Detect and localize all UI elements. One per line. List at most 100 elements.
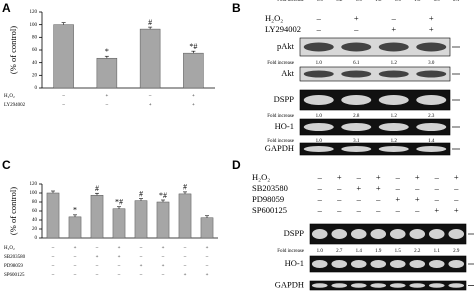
- band: [378, 95, 409, 105]
- condition-sign: –: [414, 183, 420, 193]
- band: [428, 229, 445, 239]
- condition-sign: –: [317, 172, 323, 182]
- condition-sign: +: [192, 94, 195, 99]
- y-axis-label: (% of control): [8, 187, 18, 235]
- condition-sign: –: [336, 194, 342, 204]
- band: [331, 260, 348, 268]
- annotation: *#: [159, 191, 167, 200]
- band: [341, 42, 372, 52]
- band: [389, 260, 406, 268]
- condition-sign: –: [317, 183, 323, 193]
- condition-sign: –: [336, 183, 342, 193]
- condition-label: SB203580: [4, 255, 26, 260]
- panel-label: C: [2, 158, 11, 172]
- condition-sign: +: [454, 172, 459, 182]
- fold-label: Fold increase: [267, 139, 295, 144]
- condition-sign: +: [118, 255, 121, 260]
- fold-value: 3.2: [336, 0, 343, 3]
- condition-sign: –: [139, 246, 143, 251]
- condition-sign: –: [356, 172, 362, 182]
- bar: [96, 57, 118, 89]
- blot-box: [299, 37, 451, 57]
- band: [331, 229, 348, 239]
- fold-value: 1.1: [434, 249, 441, 254]
- condition-sign: –: [395, 183, 401, 193]
- condition-sign: –: [73, 255, 77, 260]
- bar: [46, 192, 60, 239]
- condition-sign: +: [415, 194, 420, 204]
- band: [303, 70, 334, 78]
- band: [409, 260, 426, 268]
- band: [416, 146, 447, 152]
- blot-box: [309, 255, 467, 273]
- fold-value: 1.9: [375, 249, 382, 254]
- condition-sign: –: [95, 246, 99, 251]
- row-label: GAPDH: [275, 279, 304, 289]
- condition-sign: +: [140, 264, 143, 269]
- condition-sign: –: [51, 246, 55, 251]
- annotation: *: [105, 47, 109, 56]
- condition-label: SP600125: [252, 205, 287, 215]
- band: [448, 229, 465, 239]
- condition-sign: –: [73, 264, 77, 269]
- condition-sign: +: [206, 273, 209, 278]
- condition-sign: +: [96, 255, 99, 260]
- condition-sign: –: [434, 172, 440, 182]
- condition-sign: –: [61, 103, 65, 108]
- condition-sign: –: [316, 13, 322, 23]
- fold-label: Fold increase: [277, 249, 305, 254]
- y-axis-label: (% of control): [8, 26, 18, 74]
- fold-value: 2.3: [428, 114, 435, 119]
- band: [350, 229, 367, 239]
- y-tick-label: 100: [30, 191, 38, 196]
- condition-sign: –: [414, 205, 420, 215]
- condition-sign: +: [429, 13, 434, 23]
- condition-sign: –: [183, 264, 187, 269]
- band: [378, 70, 409, 78]
- band: [303, 146, 334, 152]
- band: [409, 229, 426, 239]
- band: [370, 283, 387, 288]
- y-tick-label: 60: [32, 209, 38, 214]
- fold-value: 1.5: [395, 249, 402, 254]
- fold-value: 2.7: [336, 249, 343, 254]
- bar: [53, 24, 74, 89]
- fold-value: 2.1: [453, 0, 460, 3]
- band: [378, 123, 409, 131]
- band: [350, 260, 367, 268]
- condition-sign: –: [317, 194, 323, 204]
- band: [428, 283, 445, 288]
- fold-value: 2.2: [414, 249, 421, 254]
- band: [428, 260, 445, 268]
- annotation: *: [73, 206, 77, 215]
- condition-sign: –: [356, 194, 362, 204]
- fold-value: 1.0: [316, 139, 323, 144]
- condition-sign: +: [354, 13, 359, 23]
- condition-sign: –: [395, 205, 401, 215]
- fold-value: 3.1: [353, 139, 360, 144]
- condition-label: H₂O₂: [252, 172, 270, 182]
- condition-sign: +: [162, 246, 165, 251]
- panel-label: D: [232, 158, 241, 172]
- condition-sign: –: [434, 183, 440, 193]
- blot-box: [309, 280, 467, 291]
- y-tick-label: 20: [32, 227, 38, 232]
- condition-sign: –: [434, 194, 440, 204]
- condition-sign: –: [117, 273, 121, 278]
- condition-sign: +: [356, 183, 361, 193]
- band: [409, 283, 426, 288]
- fold-value: 1.4: [356, 249, 363, 254]
- bar: [134, 200, 148, 239]
- row-label: HO-1: [285, 258, 304, 268]
- fold-value: 1.6: [414, 0, 421, 3]
- condition-sign: +: [162, 264, 165, 269]
- band: [303, 123, 334, 131]
- condition-sign: +: [429, 24, 434, 34]
- condition-sign: –: [356, 205, 362, 215]
- panel-label: A: [2, 1, 11, 15]
- bar: [90, 195, 104, 239]
- condition-sign: –: [139, 255, 143, 260]
- row-label: DSPP: [284, 228, 305, 238]
- fold-value: 1.0: [316, 61, 323, 66]
